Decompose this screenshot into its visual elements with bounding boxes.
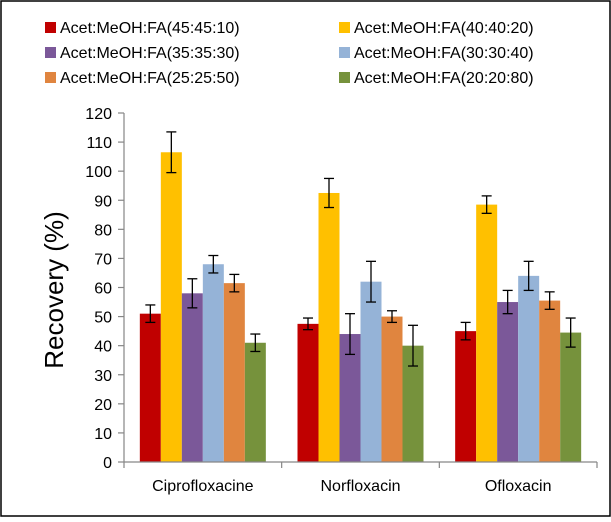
bar: [518, 275, 540, 462]
plot-area: [139, 131, 582, 463]
y-tick-label: 50: [94, 310, 112, 327]
y-tick-label: 10: [94, 426, 112, 443]
bar: [402, 345, 424, 462]
legend-label: Acet:MeOH:FA(40:40:20): [354, 20, 534, 37]
y-tick-label: 60: [94, 281, 112, 298]
x-tick-label: Norfloxacin: [320, 478, 400, 495]
y-tick-label: 120: [85, 106, 112, 123]
y-tick-label: 110: [86, 135, 112, 152]
y-tick-label: 70: [94, 251, 112, 268]
bar: [297, 323, 319, 462]
bar: [139, 313, 161, 462]
bar: [181, 293, 203, 462]
bar: [381, 316, 403, 462]
bar: [560, 332, 582, 462]
y-tick-label: 90: [94, 193, 112, 210]
axes: 0 10 20 30 40 50 60 70 80 90 100 110 120 Ciprofloxaci…: [85, 106, 598, 495]
bar: [339, 334, 361, 462]
x-tick-label: Ofloxacin: [485, 478, 552, 495]
y-tick-label: 100: [85, 164, 112, 181]
legend-swatch: [339, 22, 350, 33]
legend-swatch: [45, 22, 56, 33]
y-tick-label: 80: [94, 222, 112, 239]
legend: Acet:MeOH:FA(45:45:10) Acet:MeOH:FA(40:40…: [45, 20, 534, 87]
bar: [244, 342, 266, 462]
legend-swatch: [45, 47, 56, 58]
legend-swatch: [45, 72, 56, 83]
bar: [455, 331, 477, 462]
bar: [497, 302, 519, 462]
bar: [160, 152, 182, 462]
legend-label: Acet:MeOH:FA(35:35:30): [60, 45, 240, 62]
legend-label: Acet:MeOH:FA(45:45:10): [60, 20, 240, 37]
y-tick-label: 20: [94, 397, 112, 414]
bar: [360, 281, 382, 462]
y-tick-label: 40: [94, 339, 112, 356]
bar: [539, 300, 561, 462]
y-tick-label: 0: [103, 455, 112, 472]
y-tick-label: 30: [94, 368, 112, 385]
y-axis-label: Recovery (%): [39, 211, 69, 368]
legend-label: Acet:MeOH:FA(25:25:50): [60, 70, 240, 87]
bar: [223, 283, 245, 462]
legend-label: Acet:MeOH:FA(30:30:40): [354, 45, 534, 62]
bar: [318, 192, 340, 462]
legend-swatch: [339, 72, 350, 83]
bar: [476, 204, 498, 463]
legend-swatch: [339, 47, 350, 58]
bar: [202, 264, 224, 462]
legend-label: Acet:MeOH:FA(20:20:80): [354, 70, 534, 87]
x-tick-label: Ciprofloxacine: [152, 478, 253, 495]
